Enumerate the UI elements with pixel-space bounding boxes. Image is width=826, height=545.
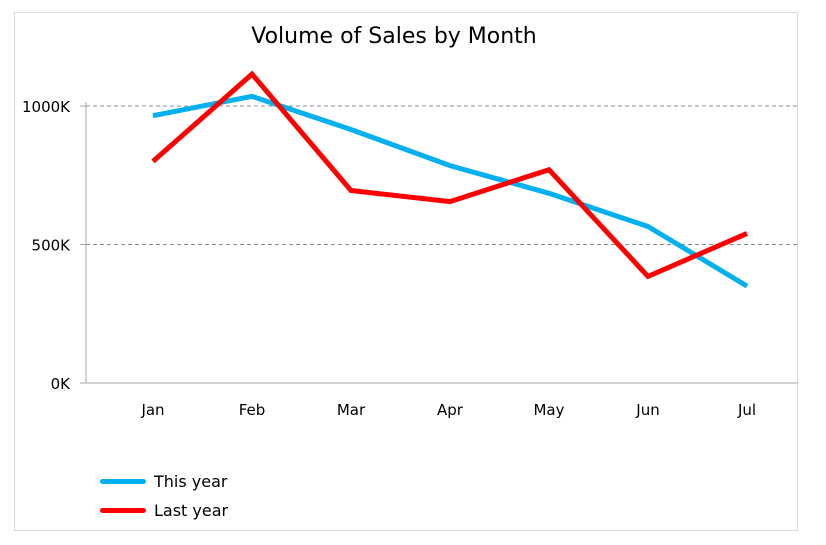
legend-label-this-year: This year (154, 472, 228, 491)
x-tick-label-jan: Jan (140, 401, 164, 419)
x-tick-label-apr: Apr (437, 401, 464, 419)
y-tick-labels: 0K 500K 1000K (22, 98, 71, 393)
x-tick-label-jun: Jun (635, 401, 659, 419)
x-tick-labels: Jan Feb Mar Apr May Jun Jul (140, 401, 756, 419)
chart-frame (14, 12, 798, 531)
series-line-last-year (151, 70, 748, 280)
series-line-this-year (152, 93, 749, 289)
x-tick-label-mar: Mar (337, 401, 366, 419)
chart-title: Volume of Sales by Month (251, 24, 537, 49)
x-tick-label-jul: Jul (737, 401, 756, 419)
legend-swatch-this-year (100, 479, 146, 484)
y-tick-label-1: 500K (32, 237, 72, 255)
x-tick-label-feb: Feb (239, 401, 266, 419)
axes (80, 102, 798, 384)
x-tick-label-may: May (533, 401, 564, 419)
y-tick-label-2: 1000K (22, 98, 71, 116)
legend: This year Last year (100, 467, 228, 525)
legend-label-last-year: Last year (154, 501, 229, 520)
legend-item-this-year: This year (100, 467, 228, 496)
legend-item-last-year: Last year (100, 496, 228, 525)
legend-swatch-last-year (100, 508, 146, 513)
y-tick-label-0: 0K (51, 375, 72, 393)
series-lines (151, 70, 749, 289)
